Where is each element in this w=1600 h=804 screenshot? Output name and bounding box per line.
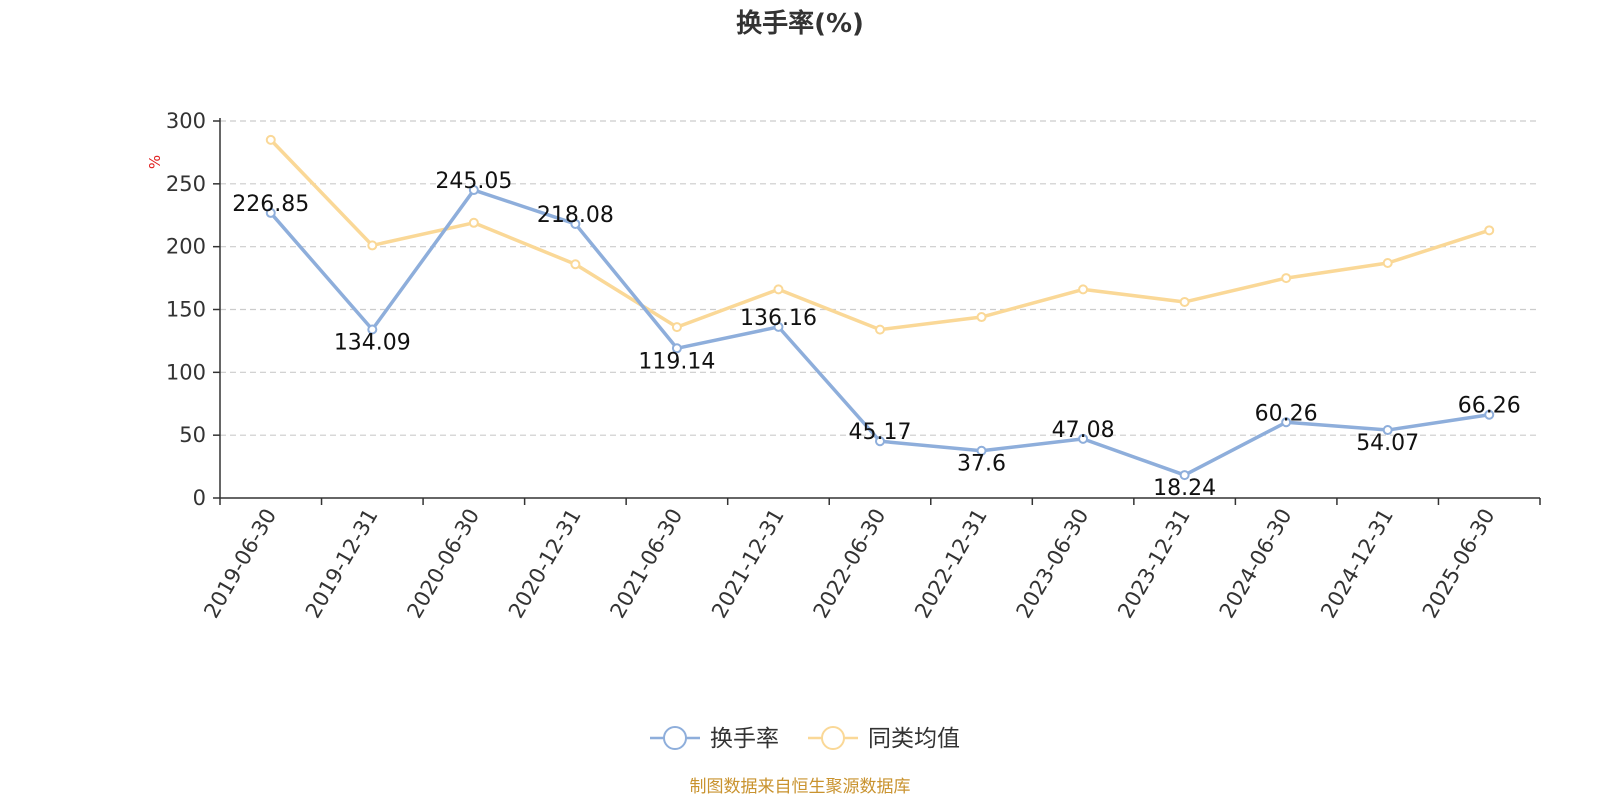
data-point [1179, 470, 1190, 481]
data-point [1382, 425, 1393, 436]
data-point [1078, 433, 1089, 444]
legend-label: 同类均值 [868, 726, 960, 752]
x-tick-label: 2025-06-30 [1418, 505, 1500, 623]
data-point [1382, 258, 1393, 269]
legend-marker [663, 726, 687, 750]
data-point [1484, 225, 1495, 236]
data-point [671, 343, 682, 354]
y-tick-label: 300 [166, 109, 206, 133]
data-point [875, 324, 885, 335]
data-point [976, 312, 987, 323]
data-label: 226.85 [232, 192, 309, 217]
data-label: 18.24 [1153, 476, 1216, 501]
data-labels: 226.85 134.09 245.05 218.08 119.14 136.16 45.1… [232, 169, 1520, 501]
legend-marker [821, 726, 845, 750]
data-point [570, 218, 581, 229]
data-point [367, 324, 378, 335]
data-point [468, 217, 479, 228]
data-point [773, 321, 784, 332]
x-tick-label: 2021-12-31 [707, 505, 789, 623]
x-tick-label: 2023-06-30 [1012, 505, 1094, 623]
legend-item: 同类均值 [808, 726, 960, 752]
source-note: 制图数据来自恒生聚源数据库 [690, 777, 911, 797]
y-axis-unit-label: % [146, 155, 164, 169]
legend: 换手率 同类均值 [650, 726, 960, 752]
data-point [265, 134, 276, 145]
data-label: 66.26 [1458, 394, 1521, 419]
x-tick-label: 2020-06-30 [402, 505, 484, 623]
y-tick-label: 150 [166, 298, 206, 322]
x-tick-label: 2021-06-30 [605, 505, 687, 623]
legend-label: 换手率 [710, 726, 779, 752]
data-point [773, 284, 784, 295]
data-point [1281, 417, 1292, 428]
y-tick-label: 0 [193, 486, 206, 510]
data-point [570, 259, 581, 270]
data-label: 45.17 [849, 420, 912, 445]
x-tick-label: 2024-12-31 [1316, 505, 1398, 623]
x-tick-label: 2022-12-31 [910, 505, 992, 623]
data-point [265, 207, 276, 218]
y-tick-label: 200 [166, 235, 206, 259]
data-point [671, 322, 682, 333]
data-label: 218.08 [537, 203, 614, 228]
x-tick-label: 2020-12-31 [504, 505, 586, 623]
data-label: 119.14 [638, 349, 715, 374]
x-tick-label: 2023-12-31 [1113, 505, 1195, 623]
data-label: 37.6 [957, 452, 1006, 477]
x-tick-label: 2019-06-30 [199, 505, 281, 623]
y-tick-label: 50 [179, 423, 206, 447]
data-label: 136.16 [740, 306, 817, 331]
x-tick-label: 2022-06-30 [809, 505, 891, 623]
series-lines [265, 134, 1495, 481]
data-point [1281, 273, 1292, 284]
data-point [875, 436, 885, 447]
legend-item: 换手率 [650, 726, 779, 752]
x-tick-label: 2019-12-31 [301, 505, 383, 623]
data-label: 60.26 [1255, 401, 1318, 426]
data-point [468, 185, 479, 196]
y-tick-label: 250 [166, 172, 206, 196]
data-point [976, 445, 987, 456]
chart-title: 换手率(%) [736, 8, 864, 39]
data-point [1484, 409, 1495, 420]
data-label: 47.08 [1052, 418, 1115, 443]
data-point [367, 240, 378, 251]
data-point [1179, 296, 1190, 307]
y-tick-label: 100 [166, 360, 206, 384]
data-label: 54.07 [1356, 431, 1419, 456]
data-label: 134.09 [334, 330, 411, 355]
x-tick-label: 2024-06-30 [1215, 505, 1297, 623]
data-point [1078, 284, 1089, 295]
data-label: 245.05 [435, 169, 512, 194]
grid-lines [220, 120, 1540, 436]
